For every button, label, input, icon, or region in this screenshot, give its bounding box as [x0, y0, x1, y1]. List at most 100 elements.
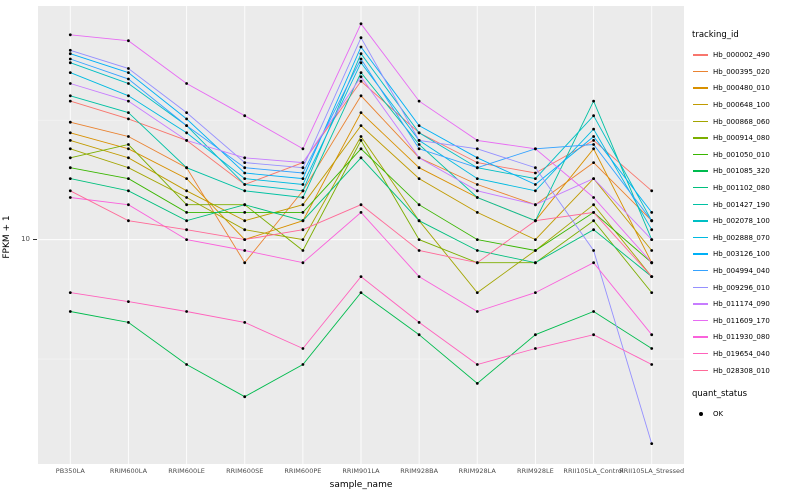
legend-item-label: Hb_000914_080 — [713, 134, 770, 143]
series-color-line-icon — [693, 236, 708, 239]
series-color-line-icon — [693, 336, 708, 338]
legend-item: Hb_000868_060 — [692, 113, 798, 130]
legend-key-line — [692, 215, 709, 227]
legend-item-label: Hb_000480_010 — [713, 84, 770, 93]
series-color-line-icon — [693, 137, 708, 139]
legend-item-label: Hb_028308_010 — [713, 366, 770, 375]
series-color-line-icon — [693, 153, 708, 156]
legend-key-line — [692, 348, 709, 360]
legend-item-label: Hb_019654_040 — [713, 349, 770, 358]
series-color-line-icon — [693, 220, 708, 222]
legend-item: Hb_004994_040 — [692, 263, 798, 280]
legend-key-line — [692, 82, 709, 94]
legend-item: Hb_011609_170 — [692, 313, 798, 330]
legend-item-label: Hb_001050_010 — [713, 150, 770, 159]
legend-key-line — [692, 49, 709, 61]
legend-item: Hb_011930_080 — [692, 329, 798, 346]
legend-item-label: Hb_009296_010 — [713, 283, 770, 292]
x-axis-tick-labels: PB350LA RRIM600LA RRIM600LE RRIM600SE RRIM60… — [38, 467, 684, 477]
x-tick-label: RRIM600PE — [284, 467, 322, 475]
series-color-line-icon — [693, 369, 708, 371]
legend-key-line — [692, 298, 709, 310]
legend-key-line — [692, 165, 709, 177]
legend-item-label: Hb_002078_100 — [713, 217, 770, 226]
legend-key-line — [692, 248, 709, 260]
legend-title-tracking-id: tracking_id — [692, 30, 739, 40]
series-color-line-icon — [693, 187, 708, 189]
legend-item-label: OK — [713, 410, 724, 419]
x-tick-label: RRIM600LA — [109, 467, 148, 475]
legend: tracking_id Hb_000002_490 Hb_000395_020 Hb… — [692, 30, 798, 422]
series-color-line-icon — [693, 270, 708, 272]
series-color-line-icon — [693, 104, 708, 106]
legend-key-line — [692, 149, 709, 161]
x-tick-label: RRIM901LA — [342, 467, 380, 475]
legend-key-line — [692, 99, 709, 111]
legend-key-line — [692, 66, 709, 78]
legend-item-label: Hb_001085_320 — [713, 167, 770, 176]
legend-item: Hb_000648_100 — [692, 97, 798, 114]
legend-item-label: Hb_000395_020 — [713, 67, 770, 76]
legend-item: Hb_000480_010 — [692, 80, 798, 97]
legend-key-line — [692, 132, 709, 144]
x-tick-label: RRII105LA_Control — [563, 467, 624, 475]
x-tick-label: RRIM600LE — [168, 467, 205, 475]
point-key — [692, 408, 709, 420]
tracking-id-legend-items: Hb_000002_490 Hb_000395_020 Hb_000480_010 H… — [692, 47, 798, 379]
x-tick-label: RRIM928LA — [458, 467, 496, 475]
legend-item: Hb_009296_010 — [692, 279, 798, 296]
legend-item-label: Hb_011930_080 — [713, 333, 770, 342]
x-tick-label: RRIM600SE — [226, 467, 264, 475]
series-color-line-icon — [693, 303, 708, 305]
legend-item: Hb_001050_010 — [692, 147, 798, 164]
legend-key-line — [692, 365, 709, 377]
legend-item-label: Hb_011609_170 — [713, 316, 770, 325]
x-tick-label: RRIM928LE — [517, 467, 554, 475]
legend-item: Hb_019654_040 — [692, 346, 798, 363]
plot-panel — [38, 6, 684, 464]
series-color-line-icon — [693, 352, 708, 355]
legend-key-line — [692, 199, 709, 211]
legend-item: Hb_011174_090 — [692, 296, 798, 313]
legend-key-line — [692, 282, 709, 294]
legend-item-label: Hb_000648_100 — [713, 101, 770, 110]
legend-title-quant-status: quant_status — [692, 388, 748, 399]
legend-key-line — [692, 232, 709, 244]
series-color-line-icon — [693, 54, 708, 56]
legend-key-line — [692, 315, 709, 327]
legend-item-label: Hb_002888_070 — [713, 233, 770, 242]
series-color-line-icon — [693, 203, 708, 206]
legend-item: Hb_000395_020 — [692, 64, 798, 81]
y-tick-label: 10 — [21, 235, 30, 243]
quant-status-legend: quant_status OK — [692, 389, 798, 423]
series-color-line-icon — [693, 70, 708, 73]
x-axis-title: sample_name — [329, 480, 393, 490]
series-color-line-icon — [693, 120, 708, 123]
legend-item: OK — [692, 406, 798, 423]
y-axis-title: FPKM + 1 — [2, 215, 12, 259]
y-tick-mark — [33, 239, 37, 240]
legend-item: Hb_000914_080 — [692, 130, 798, 147]
x-tick-label: RRIM928BA — [400, 467, 439, 475]
legend-key-line — [692, 182, 709, 194]
series-color-line-icon — [693, 286, 708, 288]
legend-key-line — [692, 116, 709, 128]
series-color-line-icon — [693, 319, 708, 322]
legend-item: Hb_003126_100 — [692, 246, 798, 263]
legend-item-label: Hb_003126_100 — [713, 250, 770, 259]
series-color-line-icon — [693, 87, 708, 89]
series-color-line-icon — [693, 253, 708, 255]
legend-item-label: Hb_004994_040 — [713, 267, 770, 276]
x-tick-label: RRII105LA_Stressed — [619, 467, 685, 475]
x-tick-label: PB350LA — [55, 467, 85, 475]
legend-item: Hb_001085_320 — [692, 163, 798, 180]
legend-item: Hb_002888_070 — [692, 230, 798, 247]
legend-item-label: Hb_000002_490 — [713, 51, 770, 60]
legend-item-label: Hb_011174_090 — [713, 300, 770, 309]
legend-item-label: Hb_001427_190 — [713, 200, 770, 209]
legend-item-label: Hb_000868_060 — [713, 117, 770, 126]
legend-item: Hb_001427_190 — [692, 196, 798, 213]
legend-item: Hb_000002_490 — [692, 47, 798, 64]
series-color-line-icon — [693, 170, 708, 172]
